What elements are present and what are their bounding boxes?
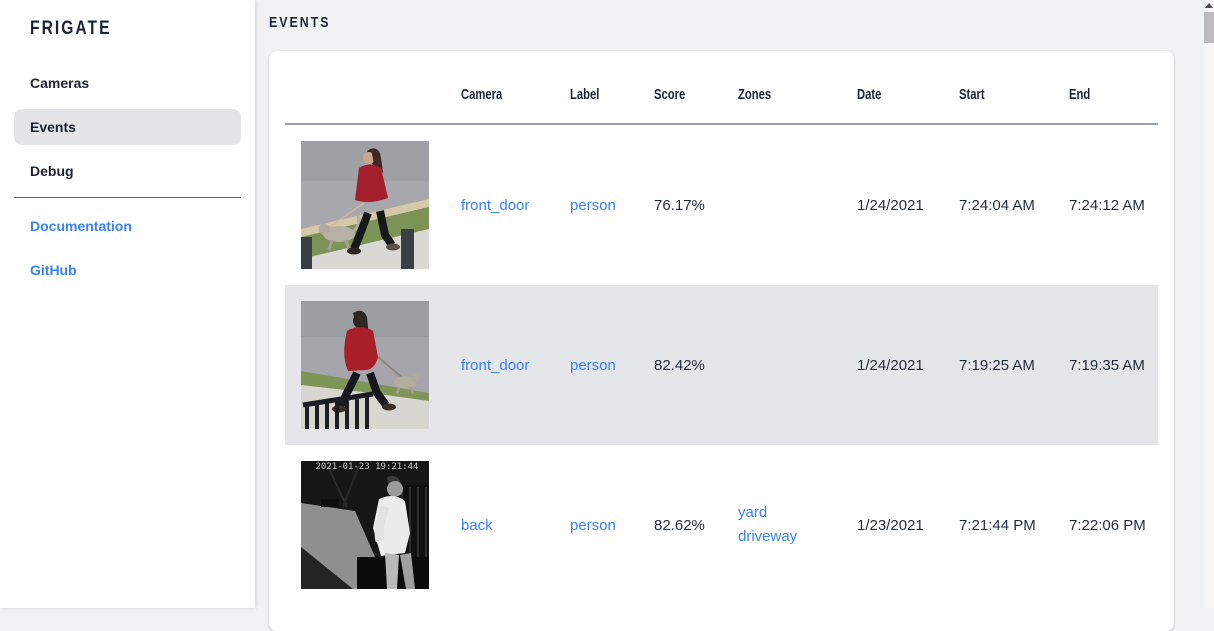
column-header-start: Start <box>959 85 985 103</box>
column-header-date: Date <box>857 85 882 103</box>
score-value: 82.62% <box>654 516 705 534</box>
sidebar-item-events[interactable]: Events <box>14 109 241 145</box>
date-value: 1/23/2021 <box>857 516 924 534</box>
page-title: EVENTS <box>269 14 331 31</box>
column-header-camera: Camera <box>461 85 503 103</box>
zone-link[interactable]: yard <box>738 504 768 521</box>
main-content: EVENTS Camera Label Score Zones Date Sta… <box>255 0 1204 631</box>
event-row[interactable]: 2021-01-23 19:21:44 back person 82.62% y… <box>285 445 1158 605</box>
start-time-value: 7:24:04 AM <box>959 196 1035 214</box>
camera-link[interactable]: front_door <box>461 356 530 374</box>
zone-link[interactable]: driveway <box>738 528 798 545</box>
events-table-body: front_door person 76.17% 1/24/2021 7:24:… <box>285 125 1158 605</box>
sidebar-item-cameras[interactable]: Cameras <box>30 75 90 91</box>
scrollbar-up-button[interactable] <box>1204 0 1214 10</box>
date-value: 1/24/2021 <box>857 356 924 374</box>
score-value: 82.42% <box>654 356 705 374</box>
label-link[interactable]: person <box>570 516 616 534</box>
sidebar-divider <box>14 197 241 198</box>
score-value: 76.17% <box>654 196 705 214</box>
column-header-score: Score <box>654 85 686 103</box>
end-time-value: 7:24:12 AM <box>1069 196 1145 214</box>
column-header-zones: Zones <box>738 85 772 103</box>
thumbnail-image-red-jacket-dog <box>301 301 429 429</box>
zones-cell: yard driveway <box>738 501 857 549</box>
label-link[interactable]: person <box>570 356 616 374</box>
thumbnail-image-red-coat-dog <box>301 141 429 269</box>
scrollbar[interactable] <box>1204 0 1214 608</box>
column-header-label: Label <box>570 85 600 103</box>
events-card: Camera Label Score Zones Date Start End <box>269 51 1174 631</box>
sidebar-item-debug[interactable]: Debug <box>30 163 74 179</box>
event-thumbnail[interactable] <box>301 141 429 269</box>
label-link[interactable]: person <box>570 196 616 214</box>
camera-link[interactable]: back <box>461 516 493 534</box>
date-value: 1/24/2021 <box>857 196 924 214</box>
event-thumbnail[interactable]: 2021-01-23 19:21:44 <box>301 461 429 589</box>
end-time-value: 7:22:06 PM <box>1069 516 1146 534</box>
svg-text:2021-01-23 19:21:44: 2021-01-23 19:21:44 <box>316 462 419 472</box>
camera-link[interactable]: front_door <box>461 196 530 214</box>
events-table-header: Camera Label Score Zones Date Start End <box>285 51 1158 125</box>
start-time-value: 7:21:44 PM <box>959 516 1036 534</box>
app-title: FRIGATE <box>30 18 112 39</box>
scrollbar-thumb[interactable] <box>1204 12 1214 43</box>
start-time-value: 7:19:25 AM <box>959 356 1035 374</box>
sidebar-link-github[interactable]: GitHub <box>30 262 77 278</box>
column-header-end: End <box>1069 85 1091 103</box>
event-thumbnail[interactable] <box>301 301 429 429</box>
end-time-value: 7:19:35 AM <box>1069 356 1145 374</box>
sidebar-nav: Cameras Events Debug Documentation GitHu… <box>0 65 255 288</box>
sidebar: FRIGATE Cameras Events Debug Documentati… <box>0 0 255 608</box>
event-row[interactable]: front_door person 76.17% 1/24/2021 7:24:… <box>285 125 1158 285</box>
sidebar-link-documentation[interactable]: Documentation <box>30 218 132 234</box>
thumbnail-image-night-person: 2021-01-23 19:21:44 <box>301 461 429 589</box>
event-row[interactable]: front_door person 82.42% 1/24/2021 7:19:… <box>285 285 1158 445</box>
